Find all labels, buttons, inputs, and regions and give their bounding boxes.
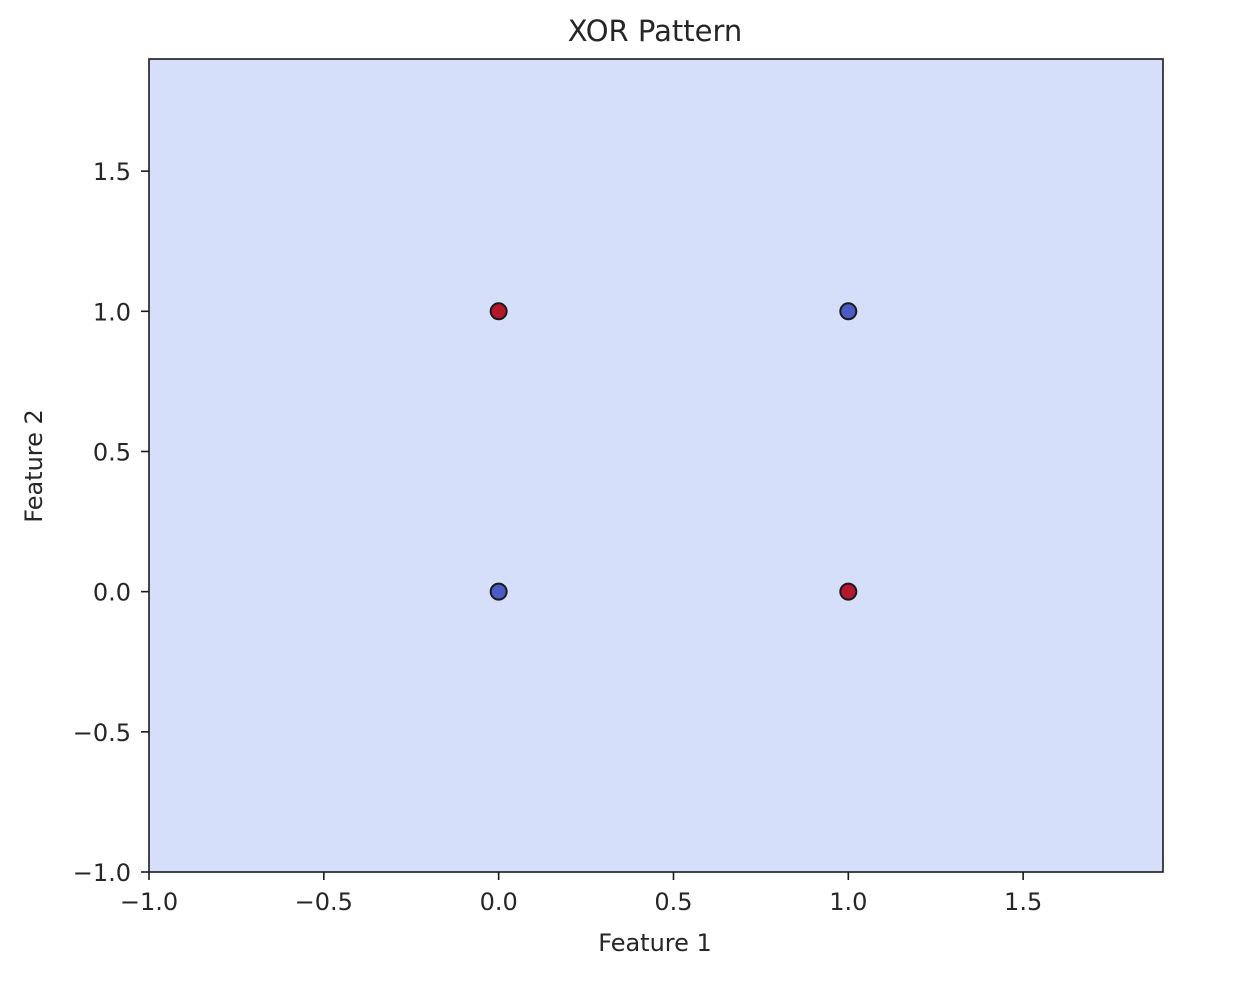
x-tick-label: 1.0 <box>829 888 867 916</box>
data-point <box>489 302 508 321</box>
x-axis: −1.0 −0.5 0.0 0.5 1.0 1.5 <box>120 872 1042 916</box>
decision-region <box>149 59 1163 872</box>
scatter-points <box>489 302 858 601</box>
y-tick-label: 0.0 <box>93 579 131 607</box>
y-tick-label: −0.5 <box>73 719 131 747</box>
y-tick-label: 0.5 <box>93 438 131 466</box>
y-axis-label: Feature 2 <box>20 409 48 523</box>
y-tick-label: 1.0 <box>93 298 131 326</box>
data-point <box>839 582 858 601</box>
x-tick-label: −1.0 <box>120 888 178 916</box>
data-point <box>489 582 508 601</box>
y-tick-label: −1.0 <box>73 859 131 887</box>
plot-frame <box>148 58 1164 873</box>
y-axis: −1.0 −0.5 0.0 0.5 1.0 1.5 <box>73 158 149 887</box>
x-axis-label: Feature 1 <box>598 929 712 957</box>
y-tick-label: 1.5 <box>93 158 131 186</box>
data-point <box>839 302 858 321</box>
chart-title: XOR Pattern <box>568 14 743 48</box>
x-tick-label: 1.5 <box>1004 888 1042 916</box>
x-tick-label: 0.0 <box>480 888 518 916</box>
x-tick-label: 0.5 <box>654 888 692 916</box>
x-tick-label: −0.5 <box>295 888 353 916</box>
